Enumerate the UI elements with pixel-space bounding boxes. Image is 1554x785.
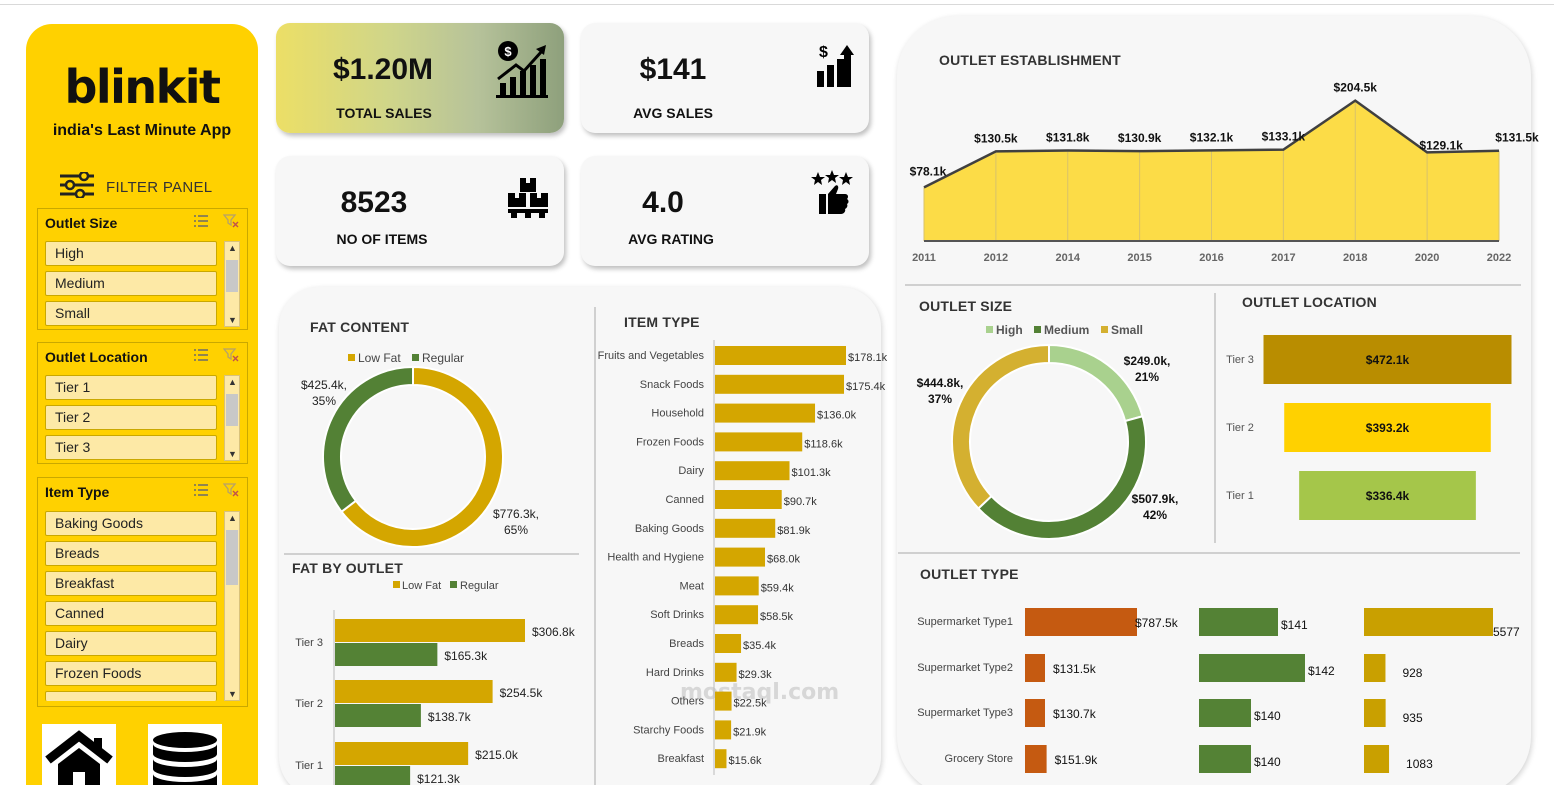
slicer-item-frozen-foods[interactable]: Frozen Foods bbox=[45, 661, 217, 686]
filter-sliders-icon bbox=[58, 170, 96, 203]
multi-select-icon[interactable] bbox=[193, 483, 209, 497]
slicer-title: Item Type bbox=[45, 484, 110, 500]
slicer-scrollbar[interactable]: ▲ ▼ bbox=[224, 511, 240, 701]
kpi-avg-rating: 4.0 AVG RATING bbox=[581, 156, 869, 266]
slicer-item-breads[interactable]: Breads bbox=[45, 541, 217, 566]
scroll-down-icon[interactable]: ▼ bbox=[228, 689, 237, 699]
chart-title-fat-content: FAT CONTENT bbox=[310, 319, 410, 335]
slicer-outlet-size: Outlet Size High Medium Small ▲ ▼ bbox=[37, 208, 248, 330]
thumbs-up-stars-icon bbox=[811, 170, 853, 221]
slicer-title: Outlet Location bbox=[45, 349, 148, 365]
nav-icons bbox=[42, 724, 222, 785]
slicer-item-breakfast[interactable]: Breakfast bbox=[45, 571, 217, 596]
kpi-label: TOTAL SALES bbox=[336, 105, 432, 121]
chart-title-outlet-size: OUTLET SIZE bbox=[919, 298, 1013, 314]
clear-filter-icon[interactable] bbox=[223, 348, 239, 362]
slicer-header: Item Type bbox=[38, 478, 247, 506]
slicer-header: Outlet Size bbox=[38, 209, 247, 237]
clear-filter-icon[interactable] bbox=[223, 214, 239, 228]
database-icon bbox=[153, 732, 217, 785]
scroll-thumb[interactable] bbox=[226, 260, 238, 292]
kpi-total-sales: $1.20M TOTAL SALES $ bbox=[276, 23, 564, 133]
filter-panel-title: FILTER PANEL bbox=[106, 179, 213, 196]
top-border bbox=[0, 4, 1554, 5]
slicer-item-tier-3[interactable]: Tier 3 bbox=[45, 435, 217, 460]
kpi-label: AVG SALES bbox=[633, 105, 713, 121]
sidebar: blinkit india's Last Minute App FILTER P… bbox=[26, 24, 258, 785]
scroll-down-icon[interactable]: ▼ bbox=[228, 449, 237, 459]
kpi-value: 8523 bbox=[340, 186, 408, 219]
multi-select-icon[interactable] bbox=[193, 348, 209, 362]
clear-filter-icon[interactable] bbox=[223, 483, 239, 497]
divider bbox=[1214, 293, 1216, 543]
kpi-label: NO OF ITEMS bbox=[336, 231, 428, 247]
divider bbox=[284, 553, 579, 555]
scroll-thumb[interactable] bbox=[226, 394, 238, 426]
sales-growth-icon: $ bbox=[494, 39, 550, 104]
scroll-up-icon[interactable]: ▲ bbox=[228, 377, 237, 387]
svg-text:$: $ bbox=[819, 44, 828, 61]
divider bbox=[594, 307, 596, 785]
slicer-item-high[interactable]: High bbox=[45, 241, 217, 266]
scroll-up-icon[interactable]: ▲ bbox=[228, 513, 237, 523]
filter-panel-header: FILTER PANEL bbox=[58, 170, 213, 203]
kpi-value: 4.0 bbox=[642, 186, 684, 219]
slicer-header: Outlet Location bbox=[38, 343, 247, 371]
slicer-item-canned[interactable]: Canned bbox=[45, 601, 217, 626]
slicer-item-partial[interactable] bbox=[45, 691, 217, 701]
brand-logo: blinkit bbox=[64, 60, 221, 114]
kpi-avg-sales: $141 AVG SALES $ bbox=[581, 23, 869, 133]
brand-tagline: india's Last Minute App bbox=[52, 122, 232, 139]
slicer-scrollbar[interactable]: ▲ ▼ bbox=[224, 241, 240, 327]
home-icon bbox=[45, 730, 113, 785]
chart-title-outlet-establishment: OUTLET ESTABLISHMENT bbox=[939, 52, 1121, 68]
chart-title-outlet-type: OUTLET TYPE bbox=[920, 566, 1019, 582]
slicer-item-type: Item Type Baking Goods Breads Breakfast … bbox=[37, 477, 248, 707]
slicer-item-medium[interactable]: Medium bbox=[45, 271, 217, 296]
slicer-scrollbar[interactable]: ▲ ▼ bbox=[224, 375, 240, 461]
divider bbox=[898, 552, 1520, 554]
data-button[interactable] bbox=[148, 724, 222, 785]
slicer-title: Outlet Size bbox=[45, 215, 118, 231]
scroll-down-icon[interactable]: ▼ bbox=[228, 315, 237, 325]
svg-text:$: $ bbox=[504, 44, 512, 59]
slicer-item-tier-2[interactable]: Tier 2 bbox=[45, 405, 217, 430]
kpi-no-of-items: 8523 NO OF ITEMS bbox=[276, 156, 564, 266]
slicer-item-dairy[interactable]: Dairy bbox=[45, 631, 217, 656]
watermark: mostaql.com bbox=[680, 680, 840, 705]
scroll-up-icon[interactable]: ▲ bbox=[228, 243, 237, 253]
multi-select-icon[interactable] bbox=[193, 214, 209, 228]
scroll-thumb[interactable] bbox=[226, 530, 238, 585]
slicer-item-baking-goods[interactable]: Baking Goods bbox=[45, 511, 217, 536]
home-button[interactable] bbox=[42, 724, 116, 785]
boxes-icon bbox=[506, 176, 550, 225]
kpi-value: $141 bbox=[639, 53, 707, 86]
kpi-label: AVG RATING bbox=[628, 231, 714, 247]
slicer-item-small[interactable]: Small bbox=[45, 301, 217, 326]
chart-title-item-type: ITEM TYPE bbox=[624, 314, 700, 330]
slicer-outlet-location: Outlet Location Tier 1 Tier 2 Tier 3 ▲ ▼ bbox=[37, 342, 248, 464]
chart-title-fat-by-outlet: FAT BY OUTLET bbox=[292, 560, 403, 576]
slicer-item-tier-1[interactable]: Tier 1 bbox=[45, 375, 217, 400]
kpi-value: $1.20M bbox=[332, 53, 434, 86]
money-chart-icon: $ bbox=[815, 41, 857, 94]
divider bbox=[905, 284, 1521, 286]
panel-fat-item bbox=[279, 287, 881, 785]
chart-title-outlet-location: OUTLET LOCATION bbox=[1242, 294, 1377, 310]
